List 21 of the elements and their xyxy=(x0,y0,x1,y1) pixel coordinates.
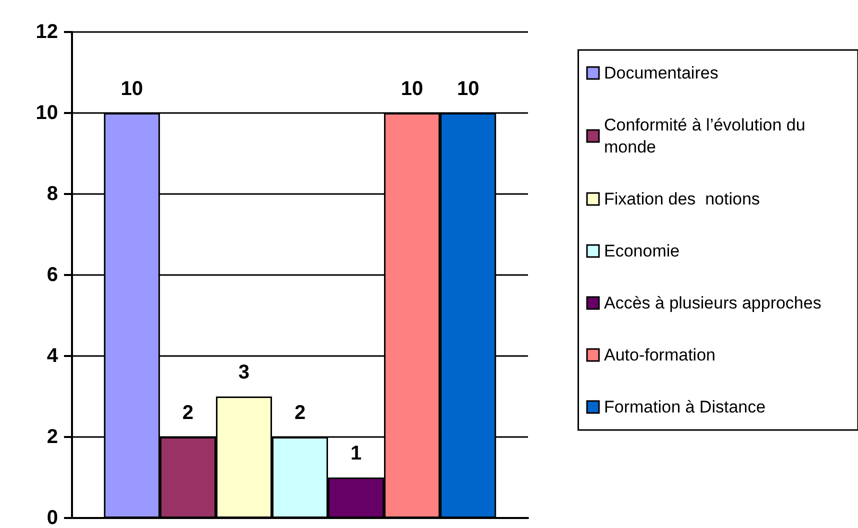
data-label: 10 xyxy=(400,78,424,100)
y-tick-label: 2 xyxy=(46,426,58,448)
data-label: 1 xyxy=(350,442,362,464)
data-label: 10 xyxy=(120,78,144,100)
legend-label: Economie xyxy=(604,242,680,260)
legend-label: Conformité à l’évolution du monde xyxy=(604,116,810,156)
legend-label: Documentaires xyxy=(604,64,718,82)
data-label: 10 xyxy=(456,78,480,100)
data-label: 2 xyxy=(182,402,194,424)
y-tick-label: 12 xyxy=(36,21,58,43)
y-tick-label: 8 xyxy=(46,183,58,205)
legend-label: Fixation des notions xyxy=(604,190,760,208)
data-label: 2 xyxy=(294,402,306,424)
legend-label: Auto-formation xyxy=(604,346,716,364)
legend-label: Accès à plusieurs approches xyxy=(604,294,822,312)
y-tick-label: 6 xyxy=(46,264,58,286)
legend-label: Formation à Distance xyxy=(604,398,766,416)
y-tick-label: 4 xyxy=(46,345,59,367)
y-tick-label: 0 xyxy=(46,507,58,528)
y-tick-label: 10 xyxy=(36,102,58,124)
data-label: 3 xyxy=(238,362,250,384)
